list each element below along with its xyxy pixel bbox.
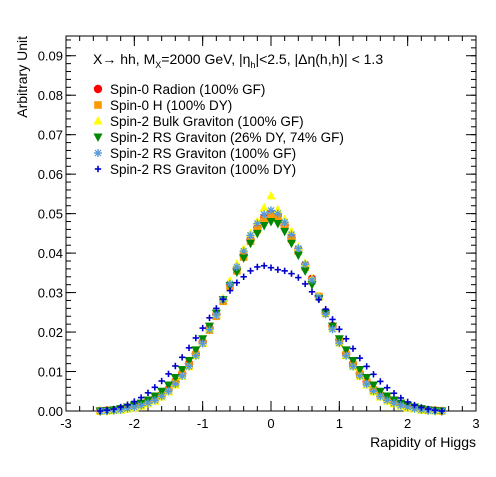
- data-point: [349, 362, 357, 370]
- legend-label: Spin-2 RS Graviton (100% DY): [110, 162, 296, 177]
- data-point: [206, 326, 214, 334]
- x-tick-label: 0: [267, 416, 274, 431]
- data-point: [151, 396, 159, 404]
- legend-label: Spin-2 Bulk Graviton (100% GF): [110, 114, 304, 129]
- data-point: [383, 396, 391, 404]
- title-part: =2000 GeV, |: [161, 51, 242, 67]
- title-part: |<2.5, |Δη(h,h)| < 1.3: [255, 51, 383, 67]
- data-point: [294, 244, 302, 252]
- data-point: [158, 392, 166, 400]
- data-point: [308, 276, 316, 284]
- legend-label: Spin-2 RS Graviton (100% GF): [110, 146, 296, 161]
- data-point: [233, 263, 241, 271]
- data-point: [329, 325, 337, 333]
- y-tick-label: 0.08: [38, 88, 63, 103]
- data-point: [363, 380, 371, 388]
- data-point: [253, 220, 261, 228]
- data-point: [240, 247, 248, 255]
- data-point: [165, 387, 173, 395]
- data-point: [301, 260, 309, 268]
- data-point: [171, 380, 179, 388]
- data-point: [226, 280, 234, 288]
- y-tick-label: 0.01: [38, 365, 63, 380]
- data-point: [356, 372, 364, 380]
- y-tick-label: 0.02: [38, 325, 63, 340]
- data-point: [376, 392, 384, 400]
- y-tick-label: 0.03: [38, 286, 63, 301]
- legend-label: Spin-0 H (100% DY): [110, 98, 232, 113]
- data-point: [274, 210, 282, 218]
- title-part: → hh, M: [102, 51, 155, 67]
- data-point: [390, 399, 398, 407]
- x-tick-label: 2: [404, 416, 411, 431]
- x-tick-label: 1: [336, 416, 343, 431]
- y-tick-label: 0.09: [38, 49, 63, 64]
- y-tick-label: 0.04: [38, 246, 63, 261]
- data-point: [247, 231, 255, 239]
- data-point: [260, 210, 268, 218]
- legend-label: Spin-2 RS Graviton (26% DY, 74% GF): [110, 130, 344, 145]
- data-point: [288, 231, 296, 239]
- title-part: η: [243, 51, 251, 67]
- data-point: [144, 399, 152, 407]
- data-point: [342, 352, 350, 360]
- y-tick-label: 0.06: [38, 167, 63, 182]
- legend-label: Spin-0 Radion (100% GF): [110, 82, 265, 97]
- x-tick-label: 3: [472, 416, 479, 431]
- data-point: [137, 401, 145, 409]
- data-point: [199, 340, 207, 348]
- x-tick-label: -1: [197, 416, 209, 431]
- data-point: [281, 218, 289, 226]
- data-point: [397, 401, 405, 409]
- data-point: [370, 387, 378, 395]
- y-tick-label: 0.05: [38, 207, 63, 222]
- data-point: [185, 362, 193, 370]
- y-tick-label: 0.07: [38, 128, 63, 143]
- y-tick-label: 0.00: [38, 404, 63, 419]
- data-point: [178, 372, 186, 380]
- x-tick-label: -2: [129, 416, 141, 431]
- data-point: [212, 311, 220, 319]
- data-point: [192, 352, 200, 360]
- legend-marker: [94, 85, 102, 93]
- legend-marker: [94, 149, 102, 157]
- data-point: [335, 339, 343, 347]
- data-point: [267, 206, 275, 214]
- legend-marker: [94, 101, 102, 109]
- x-axis-label: Rapidity of Higgs: [370, 434, 476, 450]
- y-axis-label: Arbitrary Unit: [14, 36, 30, 118]
